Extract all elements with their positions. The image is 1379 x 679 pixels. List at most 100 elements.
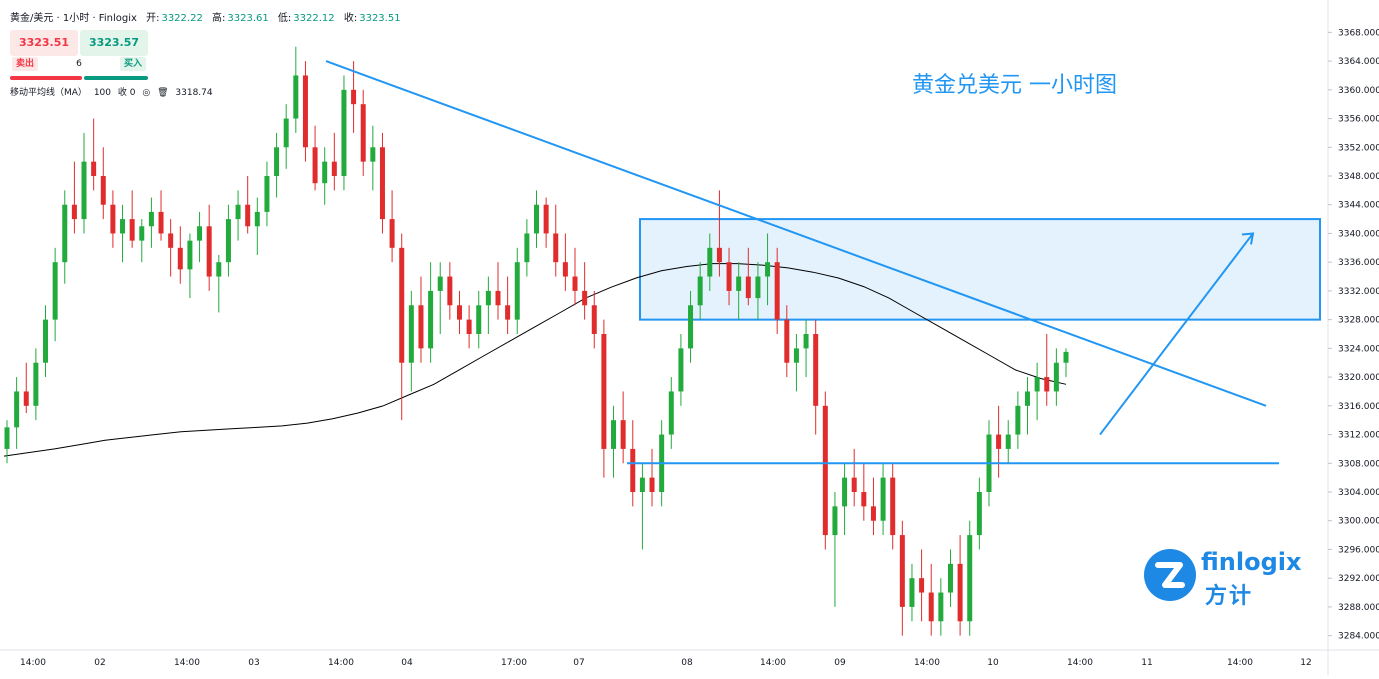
candle-body [755, 276, 761, 299]
candlesticks [4, 46, 1069, 636]
x-tick-label: 08 [681, 658, 693, 668]
candle-body [813, 334, 819, 406]
trash-icon[interactable]: 🗑 [157, 88, 169, 98]
trend-annotations [325, 60, 1279, 465]
eye-icon[interactable]: ◎ [142, 88, 151, 98]
candle-body [447, 276, 453, 306]
candle-body [678, 348, 684, 392]
candle-body [1024, 391, 1030, 406]
candle-body [254, 211, 260, 227]
candle-body [177, 247, 183, 270]
x-tick-label: 14:00 [914, 658, 940, 668]
quantity-value[interactable]: 6 [76, 59, 82, 69]
high-label: 高: [212, 13, 226, 24]
descending-trendline [325, 60, 1267, 407]
candle-body [351, 89, 357, 105]
candle-body [466, 319, 472, 334]
candle-body [639, 477, 645, 492]
candle-body [880, 477, 886, 521]
candle-body [861, 492, 867, 507]
candle-body [148, 211, 154, 227]
annotation-title: 黄金兑美元 一小时图 [912, 73, 1117, 98]
candle-body [793, 348, 799, 363]
candle-body [302, 75, 308, 148]
ma-period: 100 [93, 88, 111, 98]
candle-body [562, 262, 568, 277]
x-tick-label: 14:00 [328, 658, 354, 668]
resistance-zone [639, 218, 1321, 321]
candle-body [611, 420, 617, 449]
trade-panel: 3323.51 3323.57 6 卖出 买入 [10, 30, 148, 82]
candle-body [601, 334, 607, 449]
candle-body [919, 578, 925, 593]
candle-body [495, 290, 501, 306]
candle-body [726, 262, 732, 291]
y-tick-label: 3304.000 [1338, 488, 1379, 498]
x-tick-label: 14:00 [20, 658, 46, 668]
x-tick-label: 09 [834, 658, 846, 668]
candle-body [1015, 405, 1021, 435]
y-tick-label: 3296.000 [1338, 545, 1379, 555]
sell-ratio-bar [10, 76, 82, 80]
candle-body [129, 219, 135, 241]
candle-body [591, 305, 597, 334]
candle-body [52, 262, 58, 320]
candle-body [620, 420, 626, 449]
y-axis: 3284.000 3288.000 3292.000 3296.000 3300.000… [1327, 0, 1379, 675]
candle-body [274, 147, 280, 176]
y-tick-label: 3324.000 [1338, 344, 1379, 354]
candle-body [514, 262, 520, 320]
candle-body [360, 104, 366, 162]
y-tick-label: 3312.000 [1338, 431, 1379, 441]
candle-body [197, 226, 203, 241]
candle-body [187, 240, 193, 270]
y-tick-label: 3292.000 [1338, 574, 1379, 584]
candle-body [389, 219, 395, 248]
symbol-header: 黄金/美元 · 1小时 · Finlogix 开: 3322.22 高: 3323.… [10, 9, 401, 24]
candle-body [428, 290, 434, 349]
sell-button[interactable]: 卖出 [12, 57, 39, 71]
candle-body [688, 305, 694, 349]
candle-body [697, 276, 703, 306]
y-tick-label: 3364.000 [1338, 57, 1379, 67]
candle-body [899, 535, 905, 607]
open-value: 3322.22 [161, 13, 203, 24]
y-tick-label: 3332.000 [1338, 287, 1379, 297]
candle-body [23, 391, 29, 406]
candle-body [264, 176, 270, 212]
moving-average-line [3, 263, 1067, 457]
candle-body [33, 362, 39, 406]
candle-body [370, 147, 376, 162]
candle-body [456, 305, 462, 320]
candle-body [765, 262, 771, 277]
candle-body [851, 477, 857, 492]
buy-price-button[interactable]: 3323.57 [80, 30, 148, 56]
candle-body [225, 219, 231, 263]
candle-body [1063, 351, 1069, 363]
candle-body [293, 75, 299, 119]
candle-body [842, 477, 848, 507]
candle-body [668, 391, 674, 435]
y-tick-label: 3340.000 [1338, 229, 1379, 239]
ma-value: 3318.74 [175, 88, 213, 98]
y-tick-label: 3300.000 [1338, 517, 1379, 527]
sell-price-button[interactable]: 3323.51 [10, 30, 78, 56]
x-tick-label: 14:00 [1067, 658, 1093, 668]
candle-body [534, 204, 539, 234]
y-tick-label: 3344.000 [1338, 201, 1379, 211]
x-tick-label: 04 [401, 658, 413, 668]
candle-body [485, 290, 491, 306]
buy-button[interactable]: 买入 [119, 57, 146, 71]
candle-body [91, 161, 97, 176]
candle-body [408, 305, 414, 363]
candle-body [379, 147, 385, 220]
y-tick-label: 3288.000 [1338, 603, 1379, 613]
ma-legend[interactable]: 移动平均线（MA） 100 收 0 ◎ 🗑 3318.74 [10, 85, 217, 98]
candle-body [784, 319, 790, 363]
candle-body [803, 334, 809, 349]
y-tick-label: 3356.000 [1338, 115, 1379, 125]
candle-body [928, 592, 934, 622]
y-tick-label: 3336.000 [1338, 258, 1379, 268]
candle-body [341, 89, 347, 176]
